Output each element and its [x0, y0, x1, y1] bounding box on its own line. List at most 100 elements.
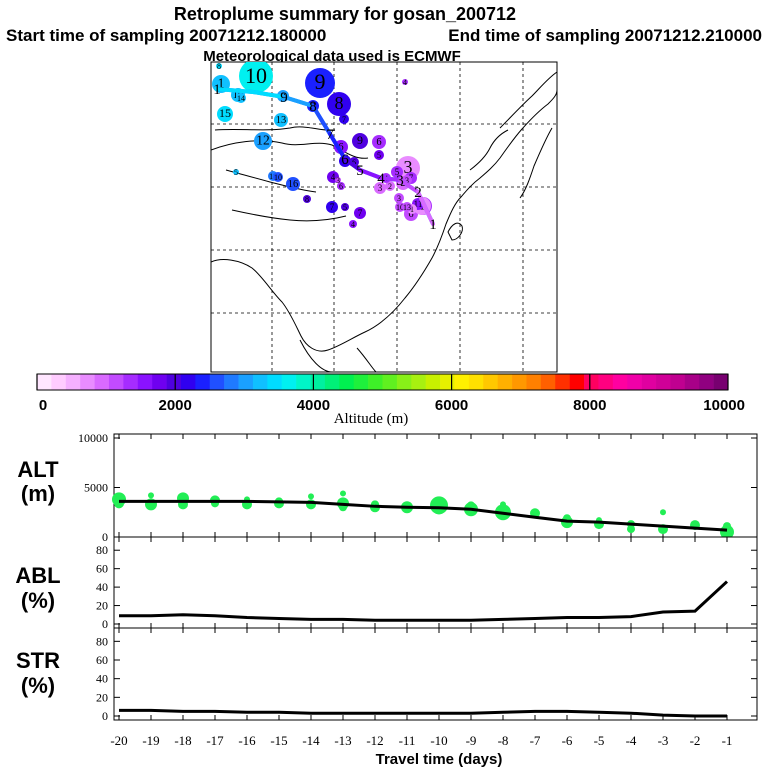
- plume-point: 7: [354, 207, 366, 219]
- colorbar-cell: [195, 374, 211, 390]
- ytick-label: 5000: [84, 481, 108, 495]
- svg-text:8: 8: [335, 93, 344, 113]
- svg-text:5: 5: [234, 168, 238, 177]
- plume-point: 6: [337, 182, 345, 191]
- colorbar-cell: [94, 374, 110, 390]
- xtick-label: -2: [690, 733, 701, 748]
- plume-point: 8: [216, 62, 222, 71]
- centroid-label: 1: [213, 82, 221, 98]
- plume-point: 8: [303, 195, 311, 204]
- plume-point: 9: [352, 133, 368, 149]
- colorbar-cell: [123, 374, 139, 390]
- colorbar-cell: [310, 374, 326, 390]
- centroid-segment: [311, 104, 332, 136]
- centroid-label: 1: [429, 217, 437, 233]
- ytick-label: 40: [96, 672, 108, 686]
- colorbar-cell: [382, 374, 398, 390]
- alt-spread-point: [114, 498, 124, 509]
- centroid-label: 4: [377, 171, 385, 187]
- colorbar-cell: [713, 374, 729, 390]
- plume-point: 16: [286, 177, 300, 191]
- svg-text:14: 14: [237, 94, 245, 103]
- svg-text:9: 9: [357, 133, 363, 147]
- colorbar-cell: [152, 374, 167, 390]
- colorbar-cell: [368, 374, 383, 390]
- ytick-label: 80: [96, 634, 108, 648]
- xtick-label: -15: [270, 733, 287, 748]
- svg-text:1: 1: [218, 76, 225, 91]
- svg-text:3: 3: [404, 157, 413, 177]
- centroid-label: 3: [396, 173, 404, 189]
- plume-point: 2: [385, 181, 395, 191]
- centroid-segment: [416, 190, 435, 226]
- colorbar-cell: [684, 374, 700, 390]
- colorbar-cell: [267, 374, 283, 390]
- plume-point: 7: [326, 201, 338, 213]
- centroid-segment: [282, 95, 315, 108]
- xtick-label: -6: [562, 733, 573, 748]
- ytick-label: 20: [96, 599, 108, 613]
- svg-text:6: 6: [408, 209, 413, 220]
- colorbar-cell: [180, 374, 196, 390]
- plume-point: 10: [395, 202, 405, 212]
- svg-text:8: 8: [305, 195, 309, 204]
- colorbar-cell: [699, 374, 714, 390]
- svg-text:3: 3: [378, 183, 383, 193]
- end-time-label: End time of sampling 20071212.210000: [448, 26, 762, 45]
- xtick-label: -13: [334, 733, 351, 748]
- colorbar-cell: [612, 374, 628, 390]
- plume-point: 4: [349, 220, 357, 229]
- svg-text:10: 10: [274, 173, 282, 182]
- centroid-segment: [251, 90, 286, 99]
- svg-text:6: 6: [376, 137, 381, 148]
- panel-unit: (m): [21, 481, 55, 506]
- svg-text:5: 5: [343, 203, 347, 212]
- colorbar-cell: [281, 374, 297, 390]
- xaxis-label: Travel time (days): [376, 751, 503, 768]
- map-gridlines: [211, 62, 557, 372]
- svg-text:8: 8: [217, 62, 221, 71]
- colorbar-cell: [598, 374, 614, 390]
- svg-text:7: 7: [342, 115, 346, 124]
- svg-text:13: 13: [276, 115, 287, 126]
- ytick-label: 80: [96, 543, 108, 557]
- xtick-label: -7: [530, 733, 541, 748]
- centroid-label: 2: [414, 185, 422, 201]
- svg-text:15: 15: [219, 106, 231, 120]
- map-frame: [210, 61, 558, 373]
- panel-str: 0 20 40 60 80 STR(%): [16, 627, 758, 723]
- colorbar-cell: [497, 374, 513, 390]
- xtick-label: -1: [722, 733, 733, 748]
- panel-unit: (%): [21, 673, 55, 698]
- ytick-label: 60: [96, 562, 108, 576]
- colorbar-cell: [209, 374, 225, 390]
- colorbar-cell: [339, 374, 355, 390]
- xtick-label: -19: [142, 733, 159, 748]
- alt-spread-point: [308, 493, 314, 500]
- panel-label: ALT: [17, 457, 59, 482]
- centroid-label: 8: [309, 99, 317, 115]
- colorbar-cell: [670, 374, 686, 390]
- svg-text:11: 11: [269, 172, 277, 181]
- alt-spread-point: [660, 509, 666, 516]
- xtick-label: -3: [658, 733, 669, 748]
- alt-spread-point: [627, 525, 635, 534]
- svg-text:7: 7: [358, 208, 363, 218]
- ytick-label: 10000: [78, 431, 108, 445]
- plume-point: 15: [217, 106, 233, 122]
- svg-text:4: 4: [331, 172, 336, 182]
- colorbar-cell: [411, 374, 426, 390]
- alt-spread-point: [340, 490, 346, 497]
- colorbar-tick-label: 4000: [297, 397, 330, 414]
- centroid-label: 9: [280, 90, 288, 106]
- met-data-label: Meteorological data used is ECMWF: [203, 48, 461, 65]
- svg-text:6: 6: [352, 158, 356, 167]
- xtick-label: -9: [466, 733, 477, 748]
- centroid-label: 6: [341, 152, 349, 168]
- plume-point: 3: [374, 182, 386, 194]
- svg-text:6: 6: [338, 142, 343, 153]
- ytick-label: 0: [102, 617, 108, 631]
- plume-point: 14: [236, 93, 246, 103]
- xtick-label: -5: [594, 733, 605, 748]
- colorbar-cell: [584, 374, 599, 390]
